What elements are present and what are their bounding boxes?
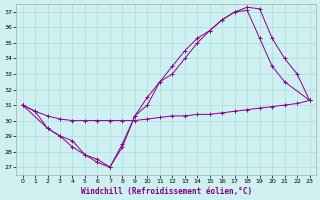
X-axis label: Windchill (Refroidissement éolien,°C): Windchill (Refroidissement éolien,°C) (81, 187, 252, 196)
